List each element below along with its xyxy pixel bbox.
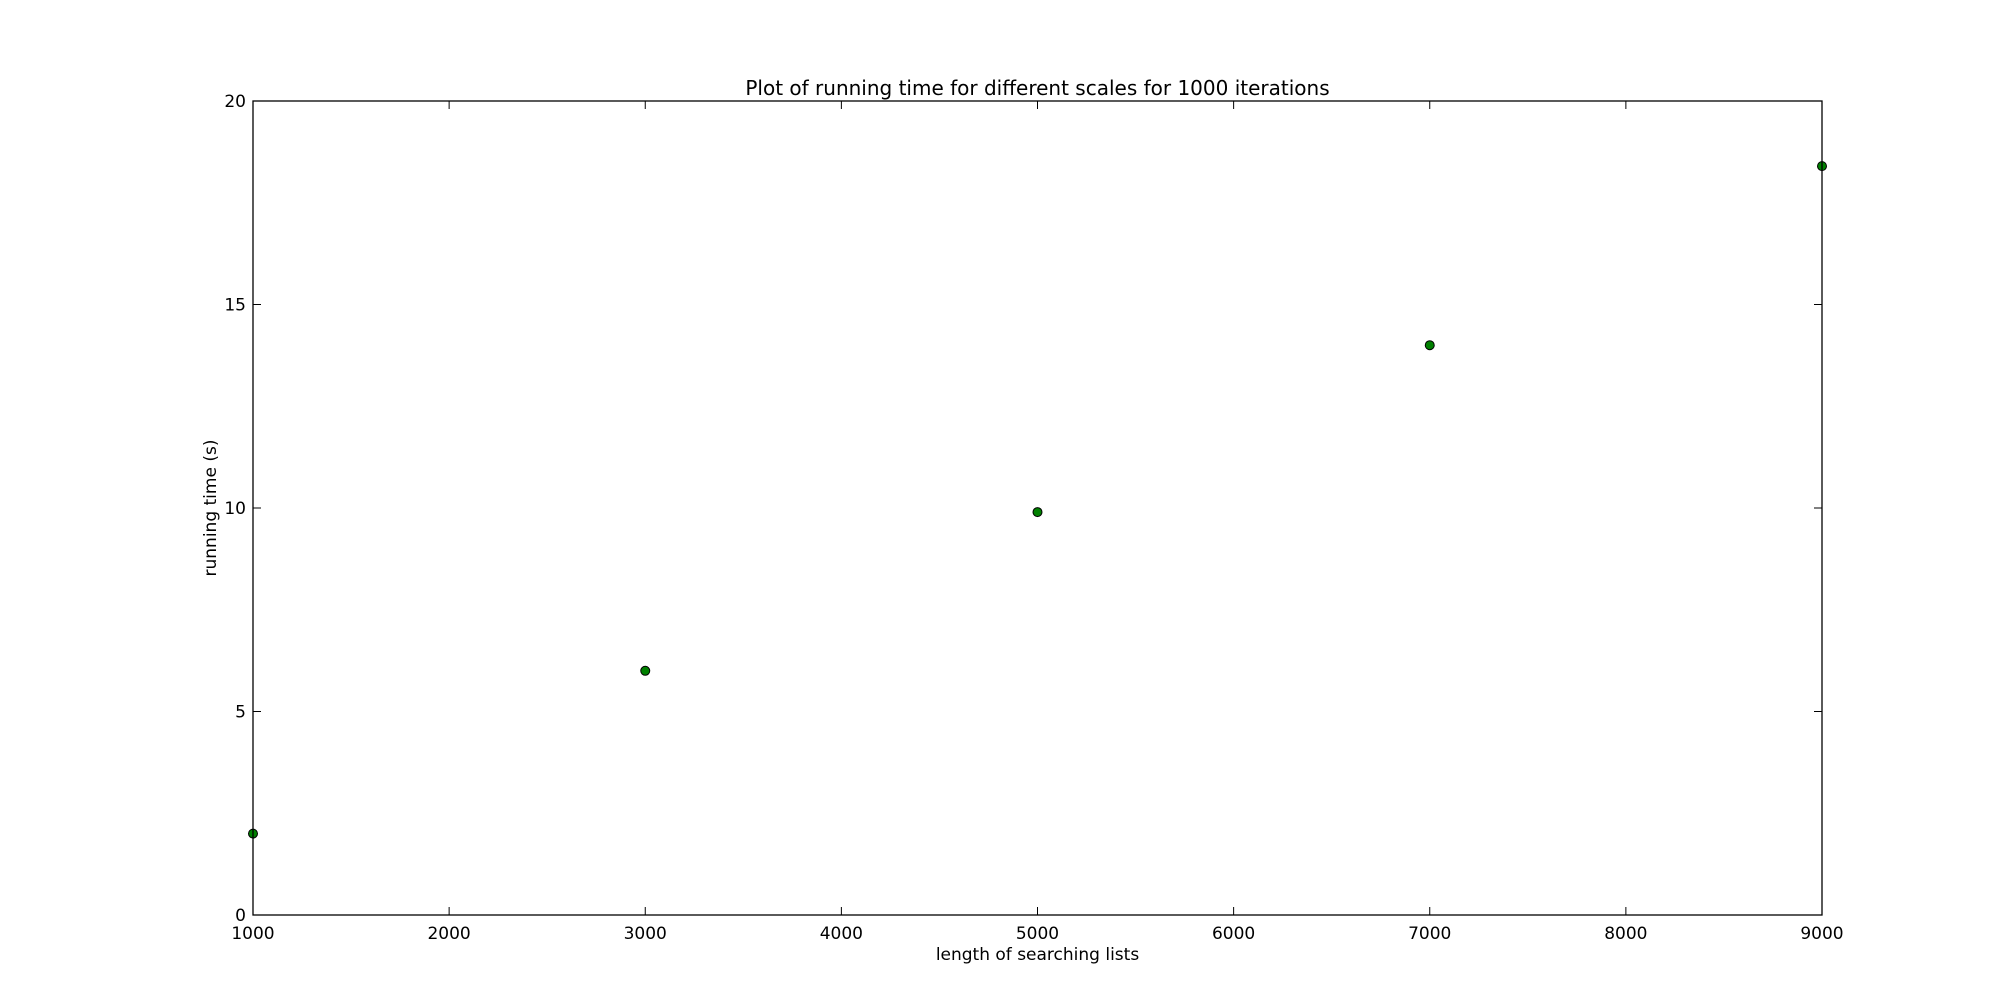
y-tick-label-4: 20 [224, 92, 246, 112]
data-point-0-2 [1032, 507, 1043, 518]
y-tick-label-3: 15 [224, 296, 246, 316]
plot-frame [252, 100, 1823, 916]
x-tick-label-3: 4000 [820, 924, 863, 944]
x-tick-label-1: 2000 [427, 924, 470, 944]
data-point-0-3 [1424, 340, 1435, 351]
x-tick-label-0: 1000 [231, 924, 274, 944]
y-axis-label: running time (s) [201, 440, 221, 577]
x-tick-label-4: 5000 [1016, 924, 1059, 944]
x-tick-label-7: 8000 [1604, 924, 1647, 944]
y-tick-label-2: 10 [224, 499, 246, 519]
x-tick-label-6: 7000 [1408, 924, 1451, 944]
x-tick-label-2: 3000 [624, 924, 667, 944]
x-tick-label-5: 6000 [1212, 924, 1255, 944]
x-tick-label-8: 9000 [1800, 924, 1843, 944]
y-tick-label-0: 0 [235, 906, 246, 926]
data-point-0-1 [640, 665, 651, 676]
y-tick-label-1: 5 [235, 703, 246, 723]
points-layer [248, 161, 1827, 839]
chart-title: Plot of running time for different scale… [745, 76, 1329, 100]
x-axis-label: length of searching lists [936, 945, 1140, 965]
ticks-layer: 1000 2000 3000 4000 5000 6000 7000 8000 9000 0 5 10… [224, 92, 1843, 944]
